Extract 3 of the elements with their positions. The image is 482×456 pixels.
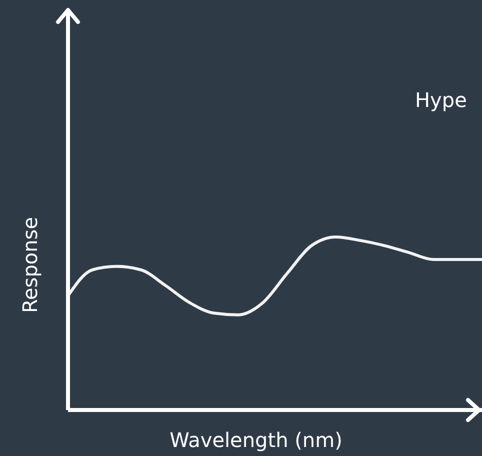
text: Hype bbox=[415, 88, 467, 112]
x-axis-title: Wavelength (nm) bbox=[168, 428, 344, 452]
y-axis-title: Response bbox=[18, 216, 42, 314]
